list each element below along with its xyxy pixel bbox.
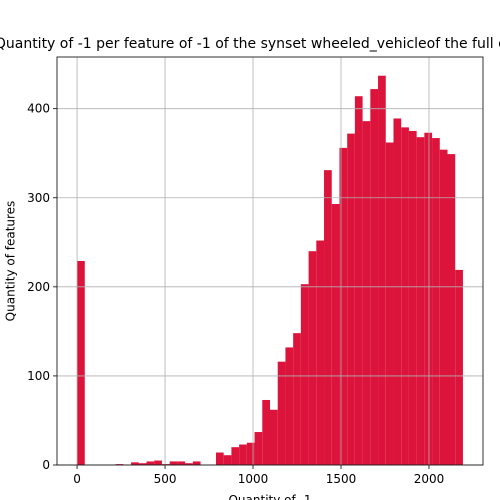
x-tick-label: 1500	[326, 472, 357, 486]
x-tick-label: 2000	[414, 472, 445, 486]
bar	[408, 130, 417, 466]
bar	[331, 203, 340, 466]
bar	[285, 347, 294, 465]
bar	[239, 444, 247, 465]
bar	[308, 251, 317, 465]
bar	[416, 137, 425, 465]
bar	[231, 447, 240, 465]
bar	[354, 96, 363, 465]
bar	[115, 464, 124, 465]
bar	[300, 284, 309, 465]
bar	[254, 432, 263, 465]
bar	[385, 142, 394, 465]
bar	[215, 452, 224, 465]
bar	[77, 261, 85, 465]
bar	[455, 269, 463, 465]
bar	[393, 118, 402, 465]
bar	[362, 121, 371, 465]
bar	[131, 462, 139, 465]
bar	[192, 461, 201, 465]
bar	[432, 138, 440, 466]
bar	[347, 133, 355, 465]
bar	[424, 132, 433, 465]
bar	[293, 333, 301, 465]
x-tick-label: 500	[154, 472, 177, 486]
bar	[246, 442, 255, 465]
bar	[154, 460, 162, 465]
plot-frame	[56, 56, 484, 466]
x-axis-label: Quantity of -1	[228, 493, 311, 500]
y-tick-label: 100	[27, 369, 50, 383]
y-axis-label: Quantity of features	[4, 201, 18, 322]
x-tick-label: 0	[73, 472, 81, 486]
bar	[378, 75, 386, 465]
y-tick-label: 0	[42, 458, 50, 472]
bar	[262, 399, 270, 465]
y-tick-label: 200	[27, 280, 50, 294]
bar	[161, 464, 170, 465]
bar	[169, 461, 178, 465]
bar	[223, 455, 232, 465]
bar	[146, 461, 155, 465]
bar	[324, 170, 332, 465]
bar	[277, 361, 286, 465]
bar	[316, 240, 325, 465]
y-tick-label: 300	[27, 191, 50, 205]
bar	[401, 127, 409, 465]
bar	[447, 154, 456, 465]
bar	[177, 461, 186, 465]
y-tick-label: 400	[27, 102, 50, 116]
bar	[138, 463, 147, 465]
bar	[370, 89, 379, 465]
bar	[339, 147, 348, 465]
bar	[185, 463, 193, 465]
bar	[270, 409, 278, 465]
x-tick-label: 1000	[238, 472, 269, 486]
chart-title: Quantity of -1 per feature of -1 of the …	[0, 36, 500, 52]
bar	[439, 149, 448, 465]
